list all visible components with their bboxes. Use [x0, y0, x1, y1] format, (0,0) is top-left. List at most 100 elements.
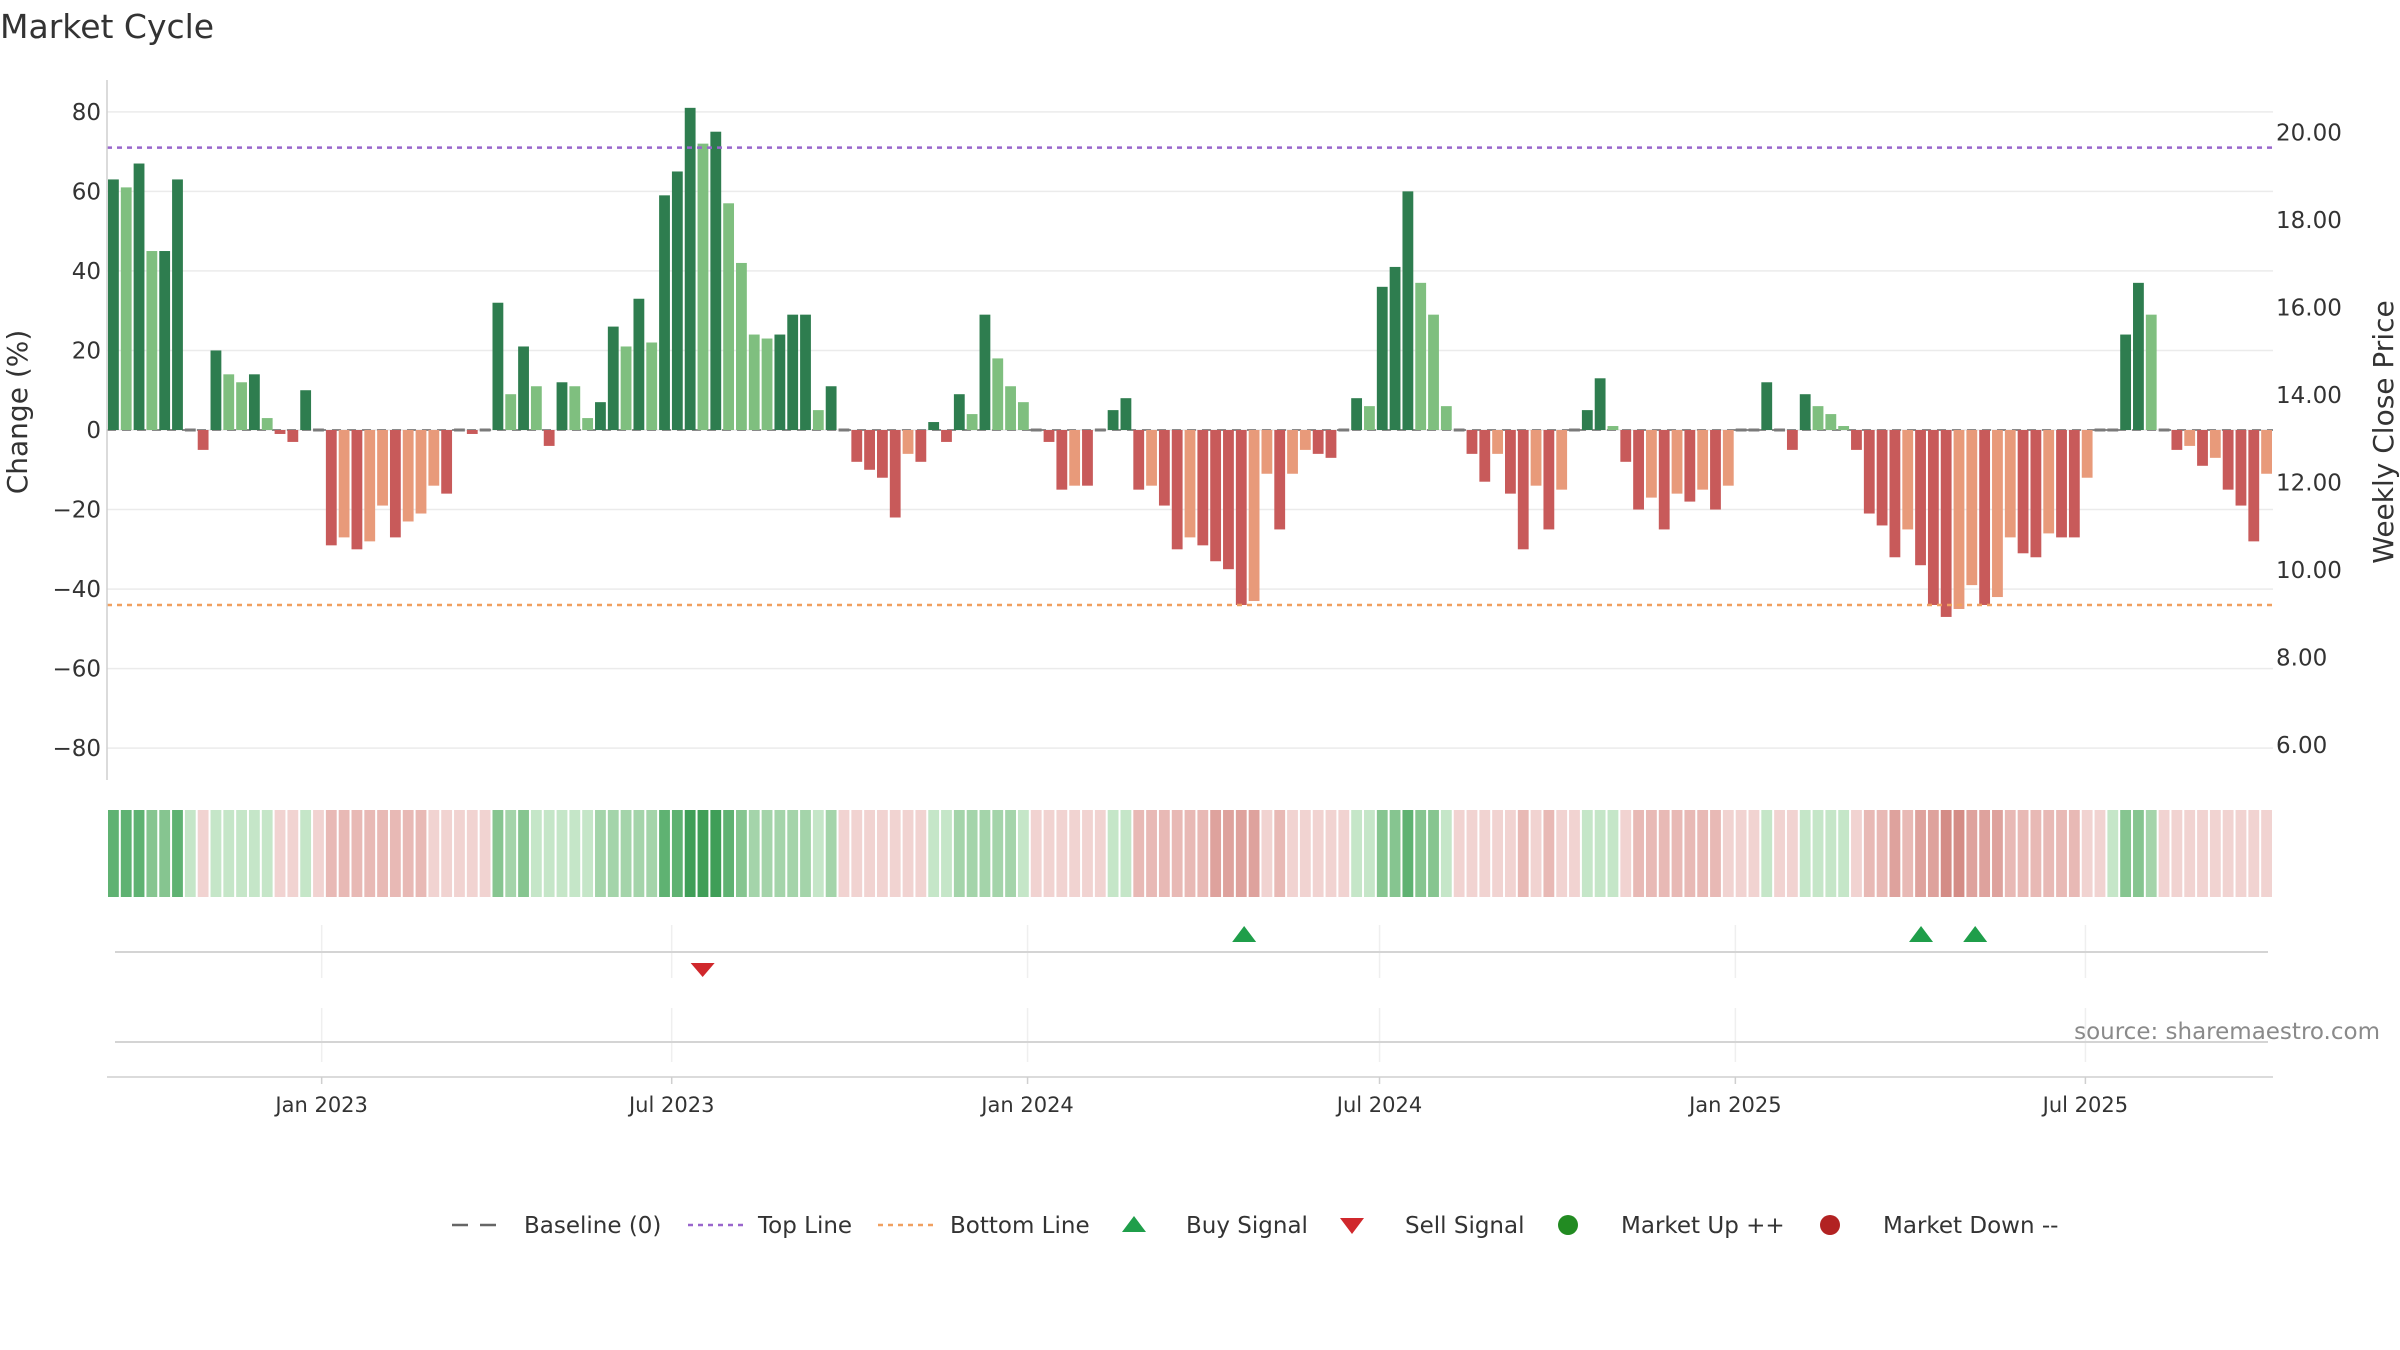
band-cell: [620, 810, 632, 897]
band-cell: [530, 810, 542, 897]
band-cell: [492, 810, 504, 897]
bar: [492, 302, 504, 430]
bar: [736, 262, 747, 430]
band-cell: [1466, 810, 1478, 897]
band-cell: [2248, 810, 2260, 897]
band-cell: [941, 810, 952, 897]
band-cell: [1710, 810, 1721, 897]
bar: [1235, 430, 1247, 605]
bar: [1748, 428, 1760, 432]
bar: [1146, 430, 1157, 486]
bar: [248, 374, 260, 430]
band-cell: [1645, 810, 1657, 897]
band-cell: [261, 810, 273, 897]
band-cell: [1607, 810, 1619, 897]
y-tick-label: −20: [52, 498, 101, 524]
band-cell: [1274, 810, 1286, 897]
band-cell: [274, 810, 286, 897]
bar: [1992, 430, 2003, 598]
bar: [966, 414, 978, 430]
bar: [2209, 430, 2221, 458]
band-cell: [1030, 810, 1042, 897]
bar: [1838, 426, 1850, 430]
legend-label: Baseline (0): [524, 1213, 661, 1239]
bar: [928, 422, 940, 430]
band-cell: [1505, 810, 1516, 897]
band-cell: [761, 810, 773, 897]
band-cell: [441, 810, 453, 897]
bar: [1325, 430, 1337, 458]
band-cell: [351, 810, 363, 897]
bar: [1966, 430, 1978, 586]
bar: [1453, 428, 1465, 432]
bar: [1287, 430, 1298, 474]
band-cell: [1838, 810, 1850, 897]
bar: [1351, 398, 1363, 430]
bar: [1735, 428, 1747, 432]
band-cell: [1376, 810, 1388, 897]
bar: [172, 179, 183, 430]
band-cell: [1786, 810, 1798, 897]
band-cell: [2056, 810, 2067, 897]
legend-label: Bottom Line: [950, 1213, 1090, 1239]
band-cell: [1197, 810, 1209, 897]
bar: [210, 350, 222, 430]
band-cell: [1517, 810, 1529, 897]
y-tick-label: 0: [86, 418, 101, 444]
bar: [1953, 430, 1965, 609]
bar: [915, 430, 927, 462]
band-cell: [1428, 810, 1439, 897]
bar: [351, 430, 363, 550]
band-cell: [1415, 810, 1427, 897]
bar: [1171, 430, 1183, 550]
legend-label: Top Line: [757, 1213, 852, 1239]
bar: [723, 203, 735, 430]
bar: [338, 430, 350, 538]
band-cell: [1761, 810, 1773, 897]
bar: [1710, 430, 1721, 510]
bar: [146, 251, 158, 430]
bar: [236, 382, 247, 430]
band-cell: [1261, 810, 1273, 897]
bar: [2158, 428, 2170, 432]
band-cell: [364, 810, 376, 897]
x-tick-label: Jul 2025: [2041, 1093, 2128, 1117]
band-cell: [1876, 810, 1888, 897]
band-cell: [1351, 810, 1363, 897]
bar: [223, 374, 235, 430]
band-cell: [1658, 810, 1670, 897]
bar: [1466, 430, 1478, 454]
band-cell: [2184, 810, 2196, 897]
band-cell: [466, 810, 478, 897]
band-cell: [1312, 810, 1324, 897]
bar: [761, 338, 773, 430]
band-cell: [184, 810, 196, 897]
band-cell: [2017, 810, 2029, 897]
bar: [1376, 286, 1388, 430]
band-cell: [1094, 810, 1106, 897]
band-cell: [2043, 810, 2055, 897]
bar: [838, 428, 850, 432]
bar: [607, 326, 619, 430]
bar: [2171, 430, 2183, 450]
band-cell: [2004, 810, 2016, 897]
bar: [133, 163, 145, 431]
bar: [1056, 430, 1068, 490]
band-cell: [1684, 810, 1696, 897]
bar: [1761, 382, 1773, 430]
band-cell: [210, 810, 222, 897]
bar: [1274, 430, 1286, 530]
bar: [518, 346, 529, 430]
bar: [1312, 430, 1324, 454]
band-cell: [902, 810, 914, 897]
bar: [1158, 430, 1170, 506]
bar: [441, 430, 453, 494]
x-axis: Jan 2023 Jul 2023 Jan 2024 Jul 2024 Jan 2025…: [107, 1076, 2273, 1117]
band-cell: [120, 810, 132, 897]
band-cell: [1364, 810, 1375, 897]
bar: [671, 171, 683, 430]
bar: [1389, 266, 1401, 430]
bar: [1902, 430, 1914, 530]
y-tick-label: 40: [72, 259, 101, 285]
